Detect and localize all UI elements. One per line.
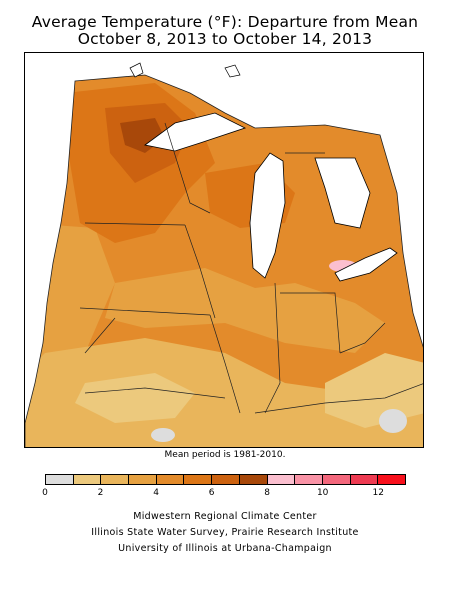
map-title: Average Temperature (°F): Departure from… [31,13,419,31]
temperature-shading [25,75,423,447]
credit-mrcc: Midwestern Regional Climate Center [133,511,317,522]
map-date-range: October 8, 2013 to October 14, 2013 [77,30,373,48]
lake-michigan [249,152,286,279]
legend-tick-label: 10 [316,488,329,498]
shade-0-2-southwest [75,373,195,423]
legend-swatch [129,475,157,484]
legend-tick-label: 0 [42,488,48,498]
shade-0-2-southeast [325,353,423,428]
map-canvas [25,62,423,447]
legend-swatch [156,475,185,484]
credit-isws: Illinois State Water Survey, Prairie Res… [91,527,359,538]
lake-superior [144,112,247,152]
shade-0-spot-south [151,428,175,442]
legend-swatch [101,475,130,484]
color-legend-bar [45,474,406,485]
legend-swatch [295,475,323,484]
legend-swatch [239,475,268,484]
legend-tick-label: 6 [208,488,215,498]
legend-tick-label: 8 [264,488,271,498]
legend-swatch [46,475,74,484]
credit-uiuc: University of Illinois at Urbana-Champai… [118,543,332,554]
legend-swatch [212,475,240,484]
temperature-departure-map [24,52,424,448]
legend-swatch [267,475,296,484]
lake-erie [334,247,398,282]
shade-0-spot-east [379,409,407,433]
region-outline [25,74,423,447]
legend-swatch [350,475,379,484]
isle-royale [129,62,144,78]
color-legend-ticks: 0 2 4 6 8 10 12 [42,488,406,500]
northern-island [224,64,241,78]
shade-4-6-central [105,268,385,353]
legend-tick-label: 2 [97,488,104,498]
mean-period-note: Mean period is 1981-2010. [164,450,286,460]
legend-swatch [184,475,213,484]
legend-swatch [322,475,351,484]
state-boundaries [79,122,423,414]
legend-tick-label: 4 [153,488,159,498]
legend-swatch [378,475,405,484]
legend-swatch [73,475,102,484]
legend-tick-label: 12 [372,488,384,498]
lake-huron [314,157,371,229]
